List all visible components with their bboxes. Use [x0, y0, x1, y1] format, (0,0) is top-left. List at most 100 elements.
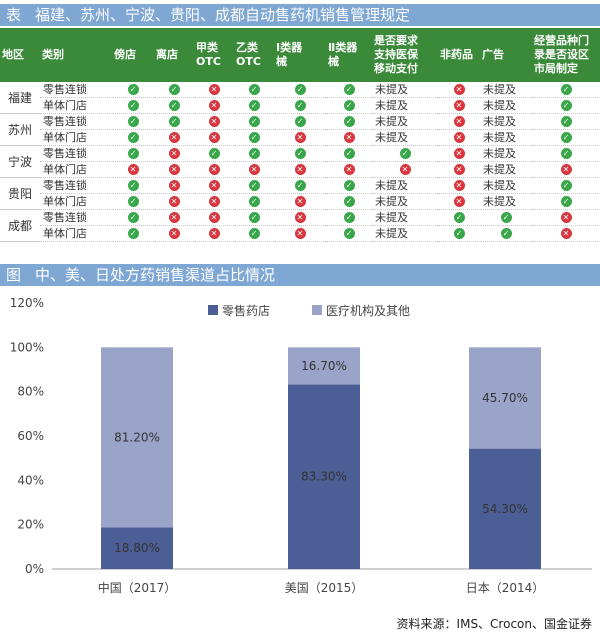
data-label: 45.70%	[482, 391, 528, 405]
table-row: 苏州 零售连锁 ✓ ✓ ✕ ✓ ✓ ✓ 未提及 ✕ 未提及 ✓	[0, 113, 600, 146]
data-label: 83.30%	[301, 470, 347, 484]
cross-cell: ✕	[372, 161, 438, 178]
check-icon: ✓	[343, 84, 355, 95]
text-cell: 未提及	[372, 177, 438, 194]
cross-cell: ✕	[154, 193, 194, 210]
cross-icon: ✕	[343, 164, 355, 175]
cross-icon: ✕	[294, 212, 306, 223]
check-cell: ✓	[112, 113, 154, 130]
check-icon: ✓	[248, 180, 260, 191]
check-cell: ✓	[532, 82, 600, 98]
source-note: 资料来源：IMS、Crocon、国金证券	[396, 617, 592, 631]
check-icon: ✓	[127, 148, 139, 159]
check-cell: ✓	[234, 177, 274, 194]
check-cell: ✓	[112, 209, 154, 226]
cross-cell: ✕	[112, 161, 154, 178]
cross-cell: ✕	[154, 145, 194, 162]
cross-icon: ✕	[127, 164, 139, 175]
check-icon: ✓	[168, 116, 180, 127]
region-cell: 宁波	[0, 145, 40, 178]
check-cell: ✓	[326, 82, 372, 98]
check-icon: ✓	[294, 148, 306, 159]
table-row: 单体门店 ✕ ✕ ✕ ✕ ✕ ✕ ✕ ✕ 未提及 ✕	[0, 161, 600, 178]
check-cell: ✓	[532, 113, 600, 130]
column-header: 经营品种门 录是否设区 市局制定	[532, 28, 600, 82]
text-cell: 未提及	[372, 113, 438, 130]
region-cell: 成都	[0, 209, 40, 242]
cross-icon: ✕	[560, 164, 572, 175]
bar-segment	[469, 347, 541, 449]
check-cell: ✓	[326, 97, 372, 114]
cross-cell: ✕	[194, 97, 234, 114]
text-cell: 未提及	[480, 177, 532, 194]
check-icon: ✓	[560, 196, 572, 207]
check-icon: ✓	[208, 148, 220, 159]
check-icon: ✓	[343, 116, 355, 127]
check-icon: ✓	[248, 132, 260, 143]
table-row: 单体门店 ✓ ✕ ✕ ✓ ✕ ✓ 未提及 ✓ ✓ ✕	[0, 225, 600, 242]
cross-cell: ✕	[326, 161, 372, 178]
check-icon: ✓	[560, 180, 572, 191]
cross-cell: ✕	[194, 161, 234, 178]
check-icon: ✓	[248, 84, 260, 95]
check-icon: ✓	[560, 148, 572, 159]
check-icon: ✓	[127, 132, 139, 143]
cross-icon: ✕	[453, 164, 465, 175]
check-icon: ✓	[127, 180, 139, 191]
check-icon: ✓	[127, 100, 139, 111]
table-row: 福建 零售连锁 ✓ ✓ ✕ ✓ ✓ ✓ 未提及 ✕ 未提及 ✓	[0, 82, 600, 114]
cross-cell: ✕	[154, 161, 194, 178]
check-cell: ✓	[154, 97, 194, 114]
column-header: Ⅱ类器械	[326, 28, 372, 82]
cross-icon: ✕	[294, 164, 306, 175]
cross-icon: ✕	[453, 132, 465, 143]
cross-cell: ✕	[194, 82, 234, 98]
check-cell: ✓	[194, 145, 234, 162]
check-cell: ✓	[112, 193, 154, 210]
cross-icon: ✕	[294, 196, 306, 207]
cross-cell: ✕	[194, 177, 234, 194]
cross-cell: ✕	[194, 209, 234, 226]
check-cell: ✓	[112, 177, 154, 194]
column-header: 是否要求 支持医保 移动支付	[372, 28, 438, 82]
cross-icon: ✕	[168, 148, 180, 159]
x-tick-label: 日本（2014）	[466, 581, 545, 595]
check-cell: ✓	[326, 193, 372, 210]
store-type-cell: 零售连锁	[40, 82, 112, 98]
text-cell: 未提及	[480, 145, 532, 162]
check-cell: ✓	[326, 113, 372, 130]
cross-icon: ✕	[208, 212, 220, 223]
text-cell: 未提及	[372, 209, 438, 226]
column-header: 地区	[0, 28, 40, 82]
table-title-prefix: 表	[6, 6, 22, 24]
check-cell: ✓	[234, 225, 274, 242]
check-cell: ✓	[234, 129, 274, 146]
cross-cell: ✕	[234, 161, 274, 178]
cross-icon: ✕	[453, 116, 465, 127]
check-cell: ✓	[154, 113, 194, 130]
chart-title-prefix: 图	[6, 266, 22, 284]
table-row: 成都 零售连锁 ✓ ✕ ✕ ✓ ✕ ✓ 未提及 ✓ ✓ ✕	[0, 209, 600, 242]
region-cell: 贵阳	[0, 177, 40, 210]
check-cell: ✓	[532, 177, 600, 194]
check-icon: ✓	[560, 132, 572, 143]
check-icon: ✓	[294, 116, 306, 127]
check-icon: ✓	[168, 84, 180, 95]
check-icon: ✓	[127, 212, 139, 223]
check-cell: ✓	[112, 225, 154, 242]
check-cell: ✓	[480, 225, 532, 242]
check-icon: ✓	[294, 180, 306, 191]
cross-icon: ✕	[168, 132, 180, 143]
check-icon: ✓	[500, 228, 512, 239]
cross-icon: ✕	[208, 84, 220, 95]
check-icon: ✓	[343, 228, 355, 239]
y-tick-label: 40%	[17, 473, 44, 487]
check-icon: ✓	[399, 148, 411, 159]
store-type-cell: 单体门店	[40, 97, 112, 114]
data-label: 16.70%	[301, 359, 347, 373]
check-cell: ✓	[326, 225, 372, 242]
store-type-cell: 零售连锁	[40, 113, 112, 130]
table-row: 贵阳 零售连锁 ✓ ✕ ✕ ✓ ✓ ✓ 未提及 ✕ 未提及 ✓	[0, 177, 600, 210]
column-header: 乙类 OTC	[234, 28, 274, 82]
check-icon: ✓	[560, 84, 572, 95]
